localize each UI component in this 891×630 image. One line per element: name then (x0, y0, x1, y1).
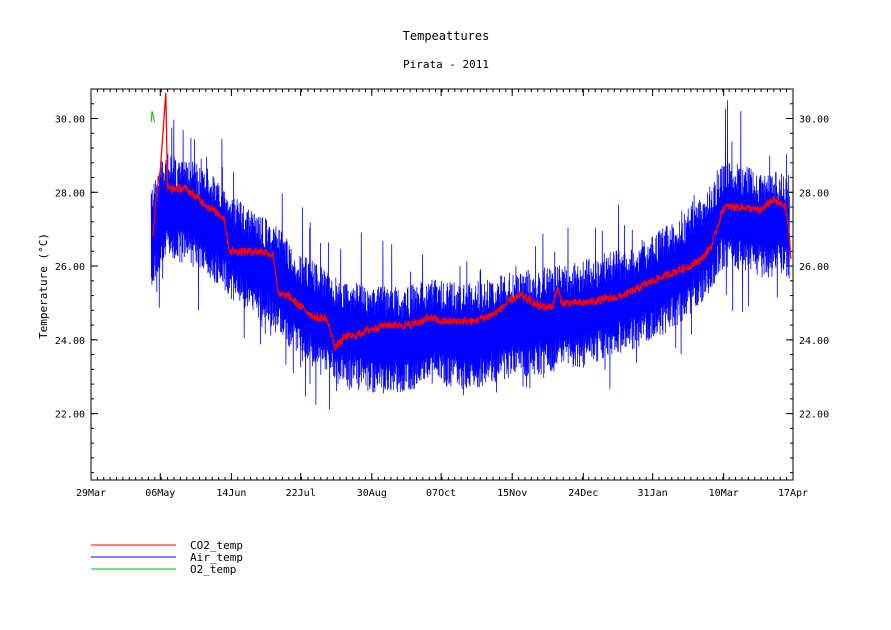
y-tick-label-right: 30.00 (799, 115, 829, 126)
series-co2-temp-line (152, 92, 792, 352)
x-tick-label: 22Jul (286, 488, 316, 499)
series-air-temp-line (150, 100, 790, 410)
legend-label-air-temp: Air_temp (190, 551, 243, 564)
chart-title: Tempeattures (403, 29, 490, 43)
x-tick-label: 15Nov (497, 488, 527, 499)
y-tick-label-left: 30.00 (55, 115, 85, 126)
x-tick-label: 06May (145, 488, 175, 499)
y-tick-label-left: 22.00 (55, 410, 85, 421)
y-tick-label-left: 26.00 (55, 262, 85, 273)
x-tick-label: 29Mar (76, 488, 106, 499)
x-tick-label: 07Oct (426, 488, 456, 499)
y-tick-label-left: 24.00 (55, 336, 85, 347)
y-tick-label-right: 28.00 (799, 188, 829, 199)
x-tick-label: 17Apr (778, 488, 808, 499)
x-tick-label: 30Aug (357, 488, 387, 499)
y-tick-label-right: 26.00 (799, 262, 829, 273)
chart-subtitle: Pirata - 2011 (403, 58, 489, 71)
x-tick-label: 10Mar (709, 488, 739, 499)
series-o2-temp-line (150, 110, 156, 123)
y-tick-label-left: 28.00 (55, 188, 85, 199)
legend-label-o2-temp: O2_temp (190, 563, 236, 576)
x-tick-label: 31Jan (638, 488, 668, 499)
legend-label-co2-temp: CO2_temp (190, 539, 243, 552)
y-tick-label-right: 24.00 (799, 336, 829, 347)
y-tick-label-right: 22.00 (799, 410, 829, 421)
x-tick-label: 24Dec (568, 488, 598, 499)
y-axis-label: Temperature (°C) (37, 233, 50, 339)
x-tick-label: 14Jun (216, 488, 246, 499)
plot-area: 29Mar 06May 14Jun 22Jul 30Aug 07Oct 15Nov 24Dec… (55, 88, 829, 499)
